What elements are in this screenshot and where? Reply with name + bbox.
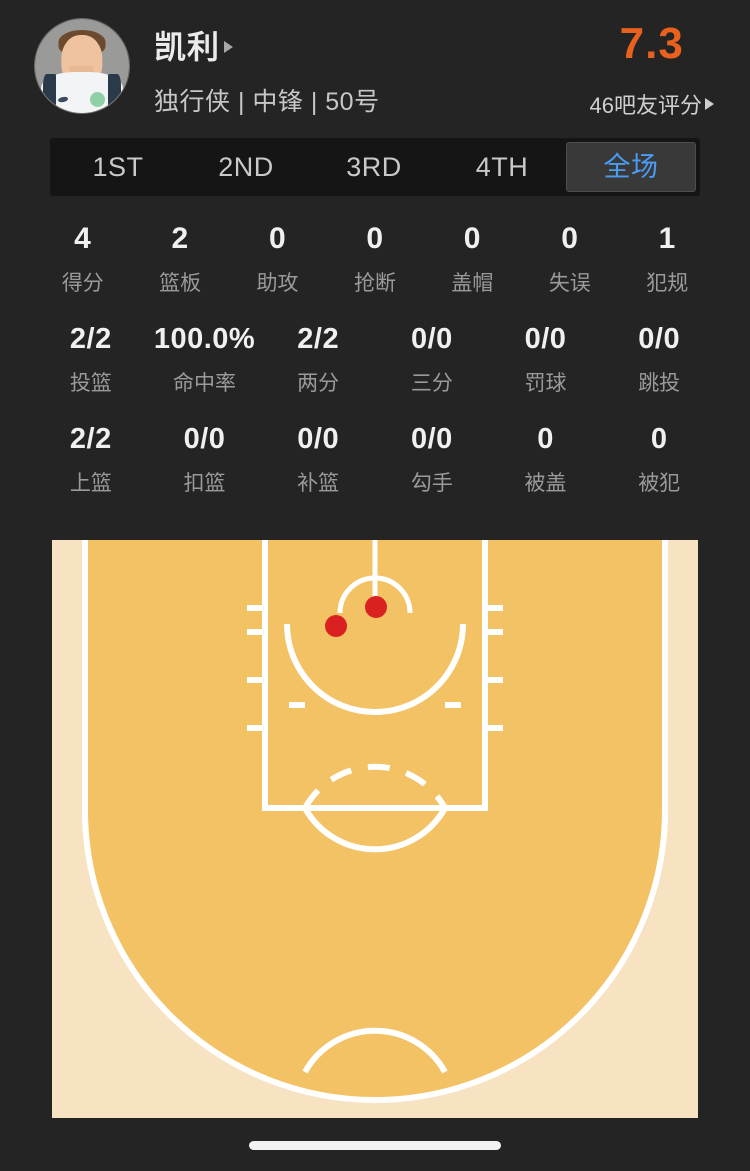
stat-label: 三分 — [410, 372, 453, 395]
tab-2nd[interactable]: 2ND — [218, 152, 274, 182]
stat-value: 0 — [366, 222, 384, 255]
stat-turnovers: 0 失误 — [521, 222, 618, 297]
stat-value: 0/0 — [638, 323, 681, 355]
stat-hooks: 0/0 勾手 — [375, 423, 489, 497]
stat-label: 罚球 — [524, 372, 567, 395]
stat-rebounds: 2 篮板 — [131, 222, 228, 297]
stat-label: 犯规 — [646, 272, 689, 295]
stat-label: 命中率 — [173, 372, 236, 395]
stat-label: 跳投 — [638, 372, 681, 395]
stat-field-goals: 2/2 投篮 — [34, 323, 148, 397]
stat-value: 0/0 — [183, 423, 226, 455]
stat-label: 得分 — [61, 272, 104, 295]
rating-score: 7.3 — [619, 19, 684, 68]
stat-label: 抢断 — [353, 272, 396, 295]
stat-value: 0 — [268, 222, 287, 255]
stat-label: 补篮 — [297, 472, 340, 495]
key-arc — [284, 623, 466, 715]
stat-value: 0 — [537, 423, 554, 455]
stat-value: 2 — [171, 222, 189, 255]
stat-value: 100.0% — [153, 323, 256, 355]
stat-fg-percent: 100.0% 命中率 — [148, 323, 262, 397]
stat-putbacks: 0/0 补篮 — [261, 423, 375, 497]
stat-label: 被盖 — [524, 472, 567, 495]
period-tab-bar: 1ST 2ND 3RD 4TH 全场 — [50, 138, 700, 196]
player-name-row[interactable]: 凯利 — [154, 22, 380, 68]
stat-value: 0/0 — [297, 423, 340, 455]
stat-label: 扣篮 — [183, 472, 226, 495]
stat-shots-blocked: 0 被盖 — [489, 423, 603, 497]
rating-votes-label: 46吧友评分 — [589, 93, 702, 118]
stat-layups: 2/2 上篮 — [34, 423, 148, 497]
stat-value: 2/2 — [69, 423, 112, 455]
stat-label: 勾手 — [410, 472, 453, 495]
stat-value: 2/2 — [69, 323, 112, 355]
stat-row-shot-types: 2/2 上篮 0/0 扣篮 0/0 补篮 0/0 勾手 0 被盖 0 被犯 — [34, 423, 716, 497]
stat-dunks: 0/0 扣篮 — [148, 423, 262, 497]
stat-fouls-drawn: 0 被犯 — [602, 423, 716, 497]
stat-value: 1 — [658, 222, 676, 255]
chevron-right-icon — [705, 98, 714, 110]
stats-panel: 4 得分 2 篮板 0 助攻 0 抢断 0 盖帽 0 失误 — [0, 222, 750, 497]
stat-three-pointers: 0/0 三分 — [375, 323, 489, 397]
stat-value: 0 — [561, 222, 579, 255]
stat-label: 失误 — [548, 272, 591, 295]
stat-row-shooting: 2/2 投篮 100.0% 命中率 2/2 两分 0/0 三分 0/0 罚球 0… — [34, 323, 716, 397]
stat-label: 篮板 — [159, 272, 202, 295]
player-headshot-image — [35, 19, 129, 113]
stat-label: 助攻 — [256, 272, 299, 295]
rating-block[interactable]: 7.3 46吧友评分 — [590, 18, 726, 120]
stat-label: 两分 — [297, 372, 340, 395]
tab-3rd[interactable]: 3RD — [346, 152, 402, 182]
stat-jump-shots: 0/0 跳投 — [602, 323, 716, 397]
stat-two-pointers: 2/2 两分 — [261, 323, 375, 397]
shot-marker-made[interactable] — [365, 596, 387, 618]
stat-value: 0/0 — [410, 423, 453, 455]
player-identity: 凯利 独行侠 | 中锋 | 50号 — [154, 18, 380, 118]
court-diagram — [52, 540, 698, 1118]
stat-value: 2/2 — [297, 323, 340, 355]
stat-row-basic: 4 得分 2 篮板 0 助攻 0 抢断 0 盖帽 0 失误 — [34, 222, 716, 297]
stat-points: 4 得分 — [34, 222, 131, 297]
avatar[interactable] — [34, 18, 130, 114]
player-header: 凯利 独行侠 | 中锋 | 50号 7.3 46吧友评分 — [0, 0, 750, 130]
center-circle-arc — [302, 1027, 448, 1074]
free-throw-circle-dashed — [302, 763, 448, 810]
stat-value: 0 — [463, 222, 481, 255]
stat-label: 盖帽 — [451, 272, 494, 295]
player-meta: 独行侠 | 中锋 | 50号 — [154, 88, 380, 116]
shot-chart-court[interactable] — [52, 540, 698, 1118]
stat-value: 0/0 — [524, 323, 567, 355]
shot-marker-made[interactable] — [325, 615, 347, 637]
three-point-line — [82, 540, 668, 1103]
court-inside-arc-fill — [85, 540, 665, 1100]
rating-subtitle-row[interactable]: 46吧友评分 — [590, 88, 714, 120]
stat-fouls: 1 犯规 — [619, 222, 716, 297]
tab-full-game[interactable]: 全场 — [566, 142, 696, 192]
stat-label: 投篮 — [69, 372, 112, 395]
chevron-right-icon — [224, 41, 234, 53]
stat-value: 0 — [650, 423, 668, 455]
player-name: 凯利 — [154, 29, 221, 65]
stat-blocks: 0 盖帽 — [424, 222, 521, 297]
stat-free-throws: 0/0 罚球 — [489, 323, 603, 397]
home-indicator — [249, 1141, 501, 1150]
tab-4th[interactable]: 4TH — [475, 152, 529, 182]
stat-label: 被犯 — [638, 472, 681, 495]
stat-steals: 0 抢断 — [326, 222, 423, 297]
stat-label: 上篮 — [69, 472, 112, 495]
stat-value: 4 — [74, 222, 92, 255]
free-throw-circle-solid — [302, 806, 448, 853]
stat-assists: 0 助攻 — [229, 222, 326, 297]
stat-value: 0/0 — [410, 323, 453, 355]
restricted-area-arc — [337, 575, 413, 614]
tab-1st[interactable]: 1ST — [92, 152, 144, 182]
